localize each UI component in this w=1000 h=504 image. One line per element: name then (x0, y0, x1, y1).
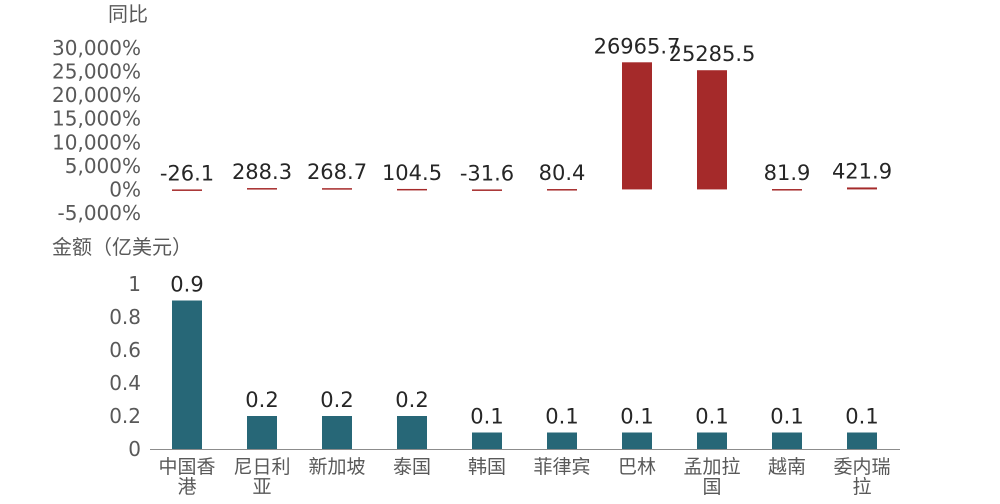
amount-y-tick-label: 1 (128, 272, 141, 296)
yoy-bar (397, 188, 427, 191)
category-label: 韩国 (468, 456, 506, 478)
category-label-line: 巴林 (618, 456, 656, 478)
amount-y-tick-label: 0 (128, 437, 141, 461)
yoy-data-label: 80.4 (539, 161, 586, 185)
yoy-bar (172, 189, 202, 191)
category-label-line: 港 (177, 476, 196, 498)
category-label: 中国香港 (158, 456, 215, 498)
amount-data-label: 0.9 (170, 273, 203, 297)
yoy-y-tick-label: 25,000% (52, 60, 141, 84)
amount-bar (547, 432, 577, 449)
amount-bar (772, 432, 802, 449)
yoy-y-tick-label: 5,000% (65, 154, 141, 178)
yoy-bar (547, 189, 577, 191)
category-label-line: 孟加拉 (683, 456, 740, 478)
yoy-data-label: 81.9 (764, 161, 811, 185)
amount-data-label: 0.1 (545, 405, 578, 429)
category-label: 孟加拉国 (683, 456, 740, 498)
yoy-bar (622, 62, 652, 190)
yoy-y-tick-label: 15,000% (52, 107, 141, 131)
category-label-line: 韩国 (468, 456, 506, 478)
amount-data-label: 0.1 (845, 405, 878, 429)
yoy-bar (472, 189, 502, 191)
amount-bar (847, 432, 877, 449)
amount-bar (622, 432, 652, 449)
yoy-bar (697, 70, 727, 190)
yoy-axis-title: 同比 (108, 2, 148, 26)
yoy-data-label: -26.1 (160, 161, 214, 185)
yoy-bar (847, 187, 877, 190)
amount-bars (172, 300, 877, 449)
yoy-y-tick-label: 30,000% (52, 36, 141, 60)
category-label-line: 亚 (252, 476, 271, 498)
category-label-line: 菲律宾 (533, 456, 590, 478)
amount-data-label: 0.1 (470, 405, 503, 429)
amount-y-tick-label: 0.8 (109, 305, 141, 329)
yoy-data-label: 421.9 (832, 159, 892, 183)
yoy-data-label: -31.6 (460, 161, 514, 185)
amount-axis-ticks: 1 0.8 0.6 0.4 0.2 0 (109, 272, 141, 461)
amount-bar (472, 432, 502, 449)
yoy-data-label: 104.5 (382, 161, 442, 185)
amount-y-tick-label: 0.4 (109, 371, 141, 395)
category-label-line: 泰国 (393, 456, 431, 478)
amount-axis-title: 金额（亿美元） (52, 235, 192, 259)
category-label-line: 拉 (852, 476, 871, 498)
category-label-line: 尼日利 (233, 456, 290, 478)
category-label: 菲律宾 (533, 456, 590, 478)
category-label: 越南 (768, 456, 806, 478)
amount-y-tick-label: 0.6 (109, 338, 141, 362)
yoy-bar (247, 188, 277, 190)
category-label: 委内瑞拉 (833, 456, 890, 498)
yoy-y-tick-label: 10,000% (52, 130, 141, 154)
category-label: 巴林 (618, 456, 656, 478)
amount-bar (397, 416, 427, 449)
amount-data-label: 0.2 (245, 388, 278, 412)
amount-bar (322, 416, 352, 449)
category-label: 尼日利亚 (233, 456, 290, 498)
yoy-data-label: 25285.5 (669, 42, 756, 66)
yoy-y-tick-label: 0% (109, 177, 141, 201)
yoy-chart: 同比 30,000%25,000%20,000%15,000%10,000%5,… (52, 2, 892, 225)
amount-data-label: 0.1 (620, 405, 653, 429)
yoy-data-label: 288.3 (232, 160, 292, 184)
yoy-data-label: 26965.7 (594, 34, 681, 58)
yoy-y-tick-label: 20,000% (52, 83, 141, 107)
yoy-bar (322, 188, 352, 190)
amount-bar (697, 432, 727, 449)
category-label-line: 新加坡 (308, 456, 365, 478)
yoy-data-labels: -26.1 288.3 268.7 104.5 -31.6 80.4 26965.72528… (160, 34, 892, 185)
amount-y-tick-label: 0.2 (109, 404, 141, 428)
amount-chart: 金额（亿美元） 10.80.60.40.20 0.90.2 0.2 0.20.1 0.… (52, 235, 900, 498)
yoy-bar (772, 189, 802, 191)
amount-data-label: 0.2 (320, 388, 353, 412)
yoy-bars (172, 62, 877, 191)
amount-bar (247, 416, 277, 449)
category-label-line: 委内瑞 (833, 456, 890, 478)
yoy-y-tick-label: -5,000% (58, 201, 141, 225)
category-label: 新加坡 (308, 456, 365, 478)
yoy-data-label: 268.7 (307, 160, 367, 184)
category-label-line: 中国香 (158, 456, 215, 478)
category-label: 泰国 (393, 456, 431, 478)
amount-data-labels: 0.9 0.2 0.2 0.2 0.1 0.1 0.1 0.1 0.1 0.1 (170, 273, 878, 429)
yoy-axis-ticks: 30,000%25,000%20,000%15,000%10,000%5,000… (52, 36, 141, 225)
amount-data-label: 0.1 (695, 405, 728, 429)
category-label-line: 越南 (768, 456, 806, 478)
amount-bar (172, 300, 202, 449)
amount-data-label: 0.1 (770, 405, 803, 429)
amount-data-label: 0.2 (395, 388, 428, 412)
category-label-line: 国 (702, 476, 721, 498)
